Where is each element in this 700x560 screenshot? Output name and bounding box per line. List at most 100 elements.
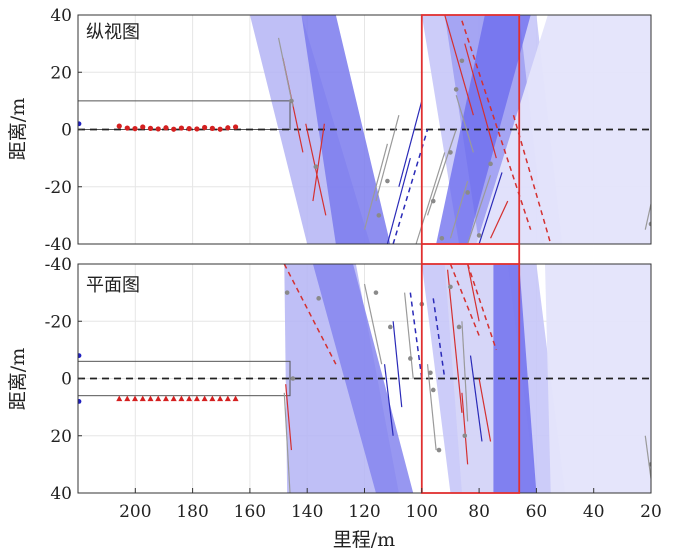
measure-point-red (163, 125, 169, 131)
fracture-dashed-line (283, 264, 337, 365)
y-tick-label: -20 (45, 178, 72, 198)
fracture-line (398, 100, 423, 187)
x-tick-label: 140 (291, 502, 323, 522)
fracture-line (644, 435, 651, 479)
fracture-line (461, 392, 469, 465)
measure-point-red (186, 126, 192, 132)
x-tick-label: 100 (406, 502, 438, 522)
tunnel-outline (78, 100, 291, 130)
measure-point-blue (78, 121, 82, 127)
scatter-point (290, 376, 296, 381)
fault-zone-band (312, 264, 414, 493)
measure-point-blue (78, 399, 82, 404)
fracture-line (363, 283, 383, 365)
fracture-line (490, 200, 509, 239)
y-tick-label: 40 (50, 484, 72, 504)
panel-plan: 平面图 -40 -20 0 20 40 (45, 255, 652, 504)
measure-point-red (194, 126, 200, 132)
scatter-point (284, 290, 290, 295)
y-tick-label: 40 (50, 6, 72, 26)
scatter-point (488, 161, 493, 167)
scatter-point (430, 387, 436, 393)
data-layer (78, 264, 651, 493)
y-tick-label: -40 (45, 255, 72, 275)
measure-point-red (140, 124, 146, 130)
panel-longitudinal: 纵视图 40 20 0 -20 -40 (45, 6, 652, 255)
measure-point-red (132, 395, 139, 402)
fracture-line (467, 175, 492, 244)
scatter-point (373, 290, 379, 295)
measure-point-red (147, 395, 154, 402)
measure-point-red (178, 125, 185, 131)
fracture-dashed-line (466, 264, 498, 351)
fracture-line (444, 15, 474, 116)
fracture-line (426, 364, 437, 451)
y-tick-label: 20 (50, 63, 72, 83)
scatter-point (313, 164, 319, 170)
measure-point-red (155, 126, 161, 132)
fracture-dashed-line (449, 264, 480, 336)
fracture-line (464, 43, 497, 159)
measure-point-red (217, 126, 223, 132)
scatter-point (408, 356, 413, 361)
y-axis-label-bottom: 距离/m (7, 348, 29, 410)
panel-title: 平面图 (86, 275, 140, 296)
scatter-point (385, 178, 390, 184)
measure-point-red (132, 126, 138, 132)
measure-point-red (209, 395, 216, 402)
y-tick-label: 0 (61, 370, 72, 390)
x-tick-label: 80 (468, 502, 490, 522)
measure-point-red (217, 395, 224, 402)
fracture-line (478, 172, 503, 244)
fracture-line (644, 203, 651, 230)
y-tick-label: -40 (45, 235, 72, 255)
fracture-line (312, 123, 325, 202)
measure-point-red (116, 123, 122, 129)
scatter-point (316, 296, 321, 301)
fracture-dashed-line (409, 292, 423, 379)
fracture-line (277, 37, 294, 107)
fracture-line (415, 152, 446, 244)
scatter-point (448, 284, 453, 290)
scatter-point (376, 213, 382, 218)
measure-point-blue (78, 353, 82, 358)
measure-point-red (201, 395, 208, 402)
x-tick-label: 60 (526, 502, 548, 522)
y-tick-label: -20 (45, 312, 72, 332)
fracture-line (478, 378, 492, 442)
scatter-point (439, 235, 445, 241)
x-tick-label: 120 (348, 502, 380, 522)
scatter-point (453, 87, 459, 92)
fracture-line (404, 292, 414, 379)
scatter-point (459, 58, 465, 64)
measure-point-red (116, 395, 123, 402)
fracture-line (383, 364, 394, 436)
fracture-line (386, 157, 411, 244)
measure-point-red (193, 395, 200, 402)
scatter-point (428, 370, 433, 376)
fracture-line (455, 94, 474, 153)
scatter-point (387, 324, 393, 330)
scatter-point (462, 433, 468, 439)
fracture-line (449, 180, 469, 239)
fracture-line (375, 115, 400, 202)
fracture-line (285, 384, 293, 451)
scatter-point (476, 233, 482, 238)
measure-point-red (139, 395, 146, 402)
fracture-line (461, 321, 469, 422)
x-tick-label: 20 (640, 502, 662, 522)
x-axis-label: 里程/m (333, 529, 395, 551)
measure-point-red (155, 395, 162, 402)
measure-point-red (232, 124, 239, 130)
scatter-point (456, 324, 462, 330)
scatter-point (648, 221, 651, 227)
measure-point-red (124, 395, 131, 402)
y-tick-labels: -40 -20 0 20 40 (45, 255, 82, 504)
x-tick-label: 200 (119, 502, 151, 522)
x-tick-label: 160 (234, 502, 266, 522)
fracture-line (363, 143, 388, 230)
measure-point-red (162, 395, 169, 402)
panel-title: 纵视图 (86, 22, 140, 43)
measure-point-red (232, 395, 239, 402)
